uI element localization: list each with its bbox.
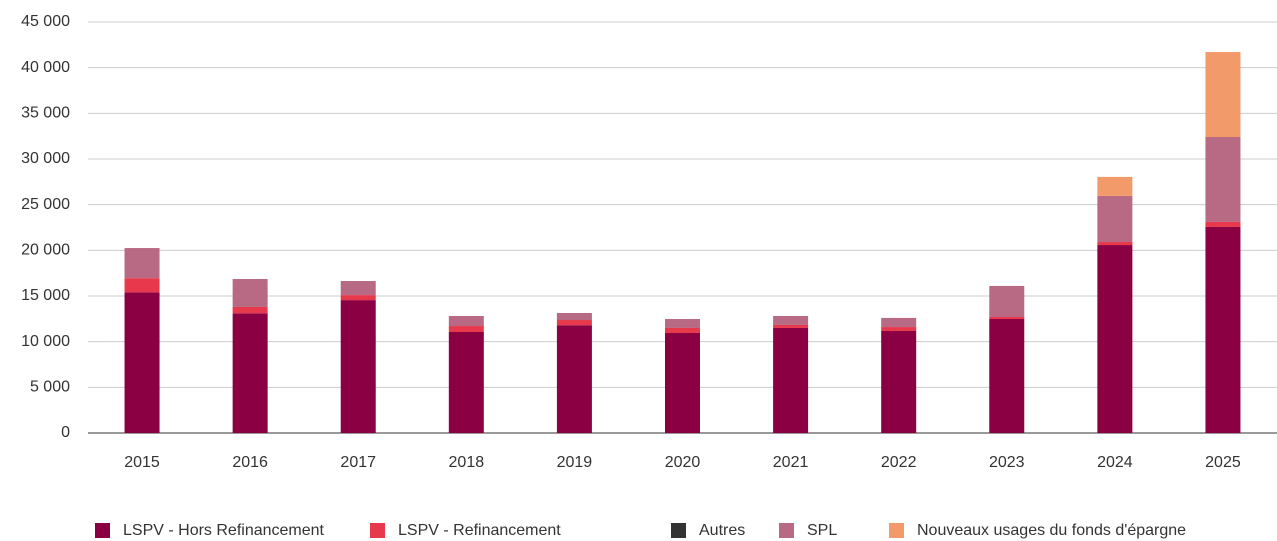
bar-segment [340, 300, 376, 433]
bar-segment [556, 320, 592, 326]
bar-segment [448, 316, 484, 327]
x-tick-label: 2025 [1205, 454, 1241, 471]
bar-segment [881, 330, 917, 433]
bar-segment [665, 319, 700, 328]
bar-segment [1205, 226, 1241, 433]
y-tick-label: 10 000 [21, 333, 70, 350]
bar-segment [989, 319, 1025, 433]
x-tick-label: 2015 [124, 454, 160, 471]
bar-segment [124, 278, 160, 293]
bar-segment [773, 327, 809, 433]
bar-segment [556, 312, 592, 321]
y-tick-label: 30 000 [21, 150, 70, 167]
x-tick-label: 2023 [989, 454, 1025, 471]
bar-segment [1097, 245, 1133, 433]
bar-segment [232, 306, 268, 314]
bar-segment [340, 295, 376, 301]
y-tick-label: 5 000 [30, 379, 70, 396]
bar-segment [448, 326, 484, 332]
legend-swatch [889, 523, 904, 538]
bar-segment [989, 285, 1025, 318]
legend-label: LSPV - Hors Refinancement [123, 522, 325, 539]
legend-label: SPL [807, 522, 837, 539]
y-tick-label: 25 000 [21, 196, 70, 213]
legend-label: Autres [699, 522, 745, 539]
y-tick-label: 35 000 [21, 105, 70, 122]
bar-segment [232, 313, 268, 433]
y-tick-label: 15 000 [21, 287, 70, 304]
legend-swatch [671, 523, 686, 538]
y-tick-label: 45 000 [21, 13, 70, 30]
legend-swatch [370, 523, 385, 538]
bar-segment [773, 324, 809, 328]
x-tick-label: 2024 [1097, 454, 1133, 471]
bar-segment [881, 317, 917, 328]
bar-segment [556, 325, 592, 433]
legend-label: Nouveaux usages du fonds d'épargne [917, 522, 1186, 539]
bar-segment [1097, 176, 1133, 196]
bar-segment [989, 317, 1025, 320]
bar-segment [1205, 136, 1241, 222]
bar-segment [773, 316, 809, 325]
bar-segment [340, 281, 376, 296]
bar-segment [448, 331, 484, 433]
bar-segment [124, 292, 160, 433]
x-tick-label: 2016 [232, 454, 268, 471]
x-tick-label: 2022 [881, 454, 917, 471]
legend-swatch [779, 523, 794, 538]
x-tick-label: 2017 [340, 454, 376, 471]
bar-segment [1097, 195, 1133, 243]
bar-segment [124, 248, 160, 279]
bar-segment [665, 327, 700, 333]
y-tick-label: 20 000 [21, 242, 70, 259]
legend-label: LSPV - Refinancement [398, 522, 561, 539]
x-tick-label: 2019 [557, 454, 593, 471]
bar-segment [1205, 221, 1241, 227]
bar-segment [881, 327, 917, 331]
x-tick-label: 2020 [665, 454, 701, 471]
bar-segment [665, 332, 700, 433]
x-tick-label: 2018 [449, 454, 485, 471]
bar-segment [232, 279, 268, 307]
bar-segment [1097, 242, 1133, 246]
y-tick-label: 0 [61, 424, 70, 441]
y-tick-label: 40 000 [21, 59, 70, 76]
legend-swatch [95, 523, 110, 538]
x-tick-label: 2021 [773, 454, 809, 471]
bar-segment [1205, 52, 1241, 137]
